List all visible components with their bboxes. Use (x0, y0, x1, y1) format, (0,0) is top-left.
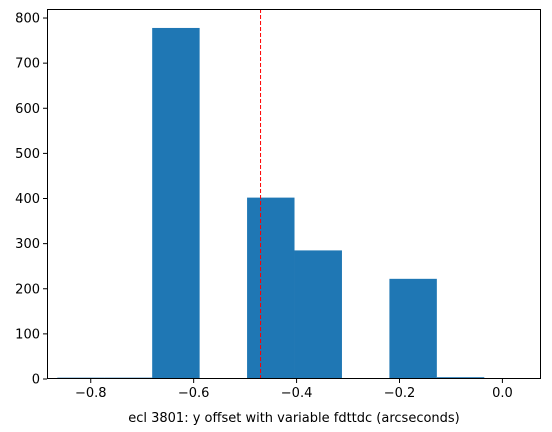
y-tick-label: 200 (15, 282, 40, 297)
y-tick-label: 400 (15, 192, 40, 207)
y-tick-label: 0 (32, 373, 40, 388)
y-tick-label: 100 (15, 327, 40, 342)
y-tick-label: 700 (15, 57, 40, 72)
histogram-bar (294, 250, 342, 379)
histogram-bar (247, 197, 295, 379)
x-tick-label: 0.0 (492, 386, 513, 401)
histogram-bar (152, 27, 200, 379)
x-tick-label: −0.4 (281, 386, 313, 401)
x-tick-label: −0.8 (75, 386, 107, 401)
histogram-bars (57, 27, 532, 379)
y-tick-label: 600 (15, 102, 40, 117)
y-tick-label: 300 (15, 237, 40, 252)
x-tick-label: −0.6 (178, 386, 210, 401)
x-axis-ticks: −0.8 −0.6 −0.4 −0.2 0.0 (75, 379, 513, 401)
plot-frame (47, 9, 541, 379)
x-axis-label: ecl 3801: y offset with variable fdttdc … (128, 411, 460, 426)
y-tick-label: 500 (15, 147, 40, 162)
y-tick-label: 800 (15, 12, 40, 27)
y-axis-ticks: 0 100 200 300 400 500 600 700 800 (15, 12, 47, 388)
x-tick-label: −0.2 (384, 386, 416, 401)
histogram-bar (389, 278, 437, 379)
